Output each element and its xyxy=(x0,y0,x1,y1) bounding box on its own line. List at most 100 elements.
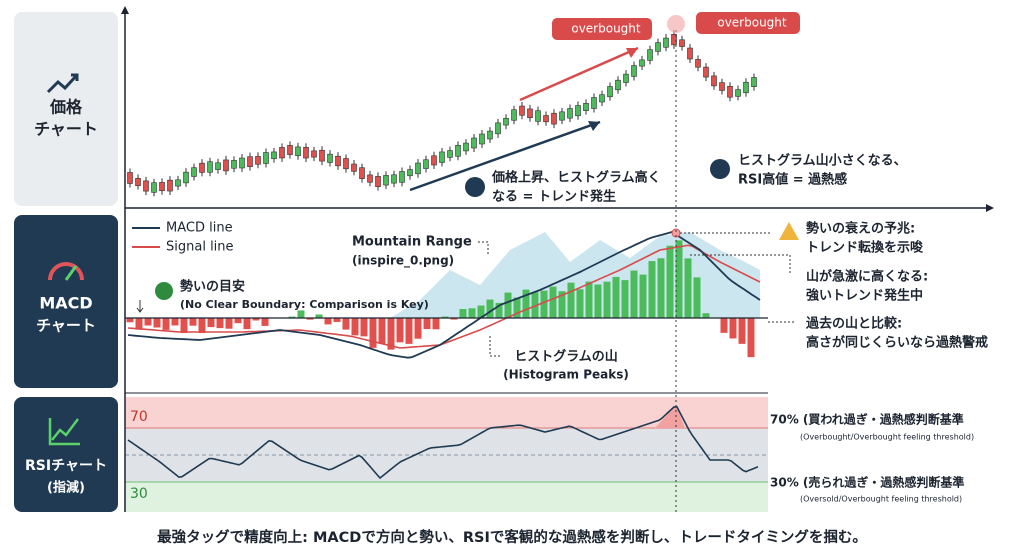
histogram-bar xyxy=(135,318,143,330)
candle-body xyxy=(279,147,285,159)
histogram-bar xyxy=(504,292,512,318)
histogram-bar xyxy=(675,240,683,318)
histogram-bar xyxy=(630,270,638,318)
candle-body xyxy=(327,153,333,163)
candle-body xyxy=(647,49,653,61)
oversold-zone xyxy=(125,482,768,512)
note: 山が急激に高くなる: xyxy=(806,269,928,285)
candle-body xyxy=(631,65,637,77)
macd-icon xyxy=(64,265,78,281)
histogram-bar xyxy=(693,277,701,318)
candle-body xyxy=(175,179,181,187)
candle-body xyxy=(727,85,733,98)
annotation: RSI高値 = 過熱感 xyxy=(738,172,847,188)
histogram-bar xyxy=(720,318,728,333)
rsi-peak-fill xyxy=(655,405,685,428)
candle-body xyxy=(383,175,389,186)
trend-arrow xyxy=(409,120,601,192)
histogram-bar xyxy=(513,297,521,318)
candle-body xyxy=(207,161,213,173)
candle-body xyxy=(375,176,381,187)
footer: 最強タッグで精度向上: MACDで方向と勢い、RSIで客観的な過熱感を判断し、ト… xyxy=(157,528,867,546)
legend-label: Signal line xyxy=(166,240,234,255)
candle-body xyxy=(127,172,133,184)
candle-body xyxy=(463,142,469,152)
candle-body xyxy=(583,103,589,111)
candle-body xyxy=(367,174,373,183)
histogram-bar xyxy=(144,318,152,326)
candle-body xyxy=(543,115,549,123)
candle-body xyxy=(695,59,701,68)
histogram-bar xyxy=(333,318,341,322)
histogram-bar xyxy=(585,281,593,318)
histogram-bar xyxy=(486,299,494,318)
histogram-bar xyxy=(612,276,620,318)
warning-icon xyxy=(779,222,799,240)
histogram-bar xyxy=(522,289,530,318)
badge xyxy=(552,18,652,40)
candle-body xyxy=(479,133,485,145)
candle-body xyxy=(711,75,717,87)
annotation-icon xyxy=(710,159,730,179)
leader-line xyxy=(690,254,791,275)
candle-body xyxy=(495,122,501,135)
histogram-bar xyxy=(306,318,314,320)
candle-body xyxy=(663,37,669,48)
candle-body xyxy=(271,151,277,160)
histogram-bar xyxy=(666,245,674,318)
axis-arrow xyxy=(986,204,994,212)
panel-label: (指減) xyxy=(47,480,85,496)
candle-body xyxy=(519,105,525,116)
note: 高さが同じくらいなら過熱警戒 xyxy=(806,335,988,351)
rsi-level: 30 xyxy=(130,486,148,502)
rsi-line xyxy=(127,406,759,480)
candle-body xyxy=(239,157,245,169)
candle-body xyxy=(191,167,197,177)
candle-body xyxy=(143,180,149,192)
histogram-bar xyxy=(594,284,602,318)
histogram-bar xyxy=(234,318,242,324)
histogram-bar xyxy=(171,318,179,326)
candle-body xyxy=(343,158,349,170)
note: 30% (売られ過ぎ・過熱感判断基準 xyxy=(770,475,964,490)
candle-body xyxy=(415,162,421,175)
candle-body xyxy=(231,160,237,169)
price-panel xyxy=(14,12,118,206)
note: (Oversold/Overbought feeling threshold) xyxy=(800,495,962,504)
candle-body xyxy=(575,105,581,117)
rsi-level: 70 xyxy=(130,409,148,425)
candle-body xyxy=(431,155,437,166)
chart-graphics xyxy=(126,30,761,480)
candle-body xyxy=(183,171,189,184)
candle-body xyxy=(351,163,357,172)
annotation: なる = トレンド発生 xyxy=(492,189,616,205)
histogram-bar xyxy=(297,310,305,318)
histogram-bar xyxy=(657,258,665,318)
annotation: 価格上昇、ヒストグラム高く xyxy=(491,170,661,186)
price-icon xyxy=(46,73,79,94)
histogram-bar xyxy=(495,302,503,318)
candle-body xyxy=(623,73,629,83)
histogram-bar xyxy=(396,318,404,343)
macd-line xyxy=(127,231,761,359)
candle-body xyxy=(751,77,757,87)
candle-body xyxy=(223,159,229,172)
annotation: (No Clear Boundary: Comparison is Key) xyxy=(180,298,429,311)
candle-body xyxy=(687,47,693,60)
badge xyxy=(696,12,800,34)
histogram-bar xyxy=(324,318,332,325)
leader-line xyxy=(478,241,489,256)
histogram-bar xyxy=(567,282,575,318)
histogram-bar xyxy=(261,318,269,326)
histogram-bar xyxy=(684,258,692,318)
candle-body xyxy=(551,112,557,125)
macd-panel xyxy=(14,215,118,388)
candle-body xyxy=(255,156,261,165)
annotation: 勢いの目安 xyxy=(180,279,245,295)
candle-body xyxy=(535,110,541,122)
signal-line xyxy=(127,244,761,349)
candle-body xyxy=(511,109,517,121)
candle-body xyxy=(743,81,749,94)
note: (Overbought/Overbought feeling threshold… xyxy=(800,433,974,442)
histogram-bar xyxy=(414,318,422,339)
